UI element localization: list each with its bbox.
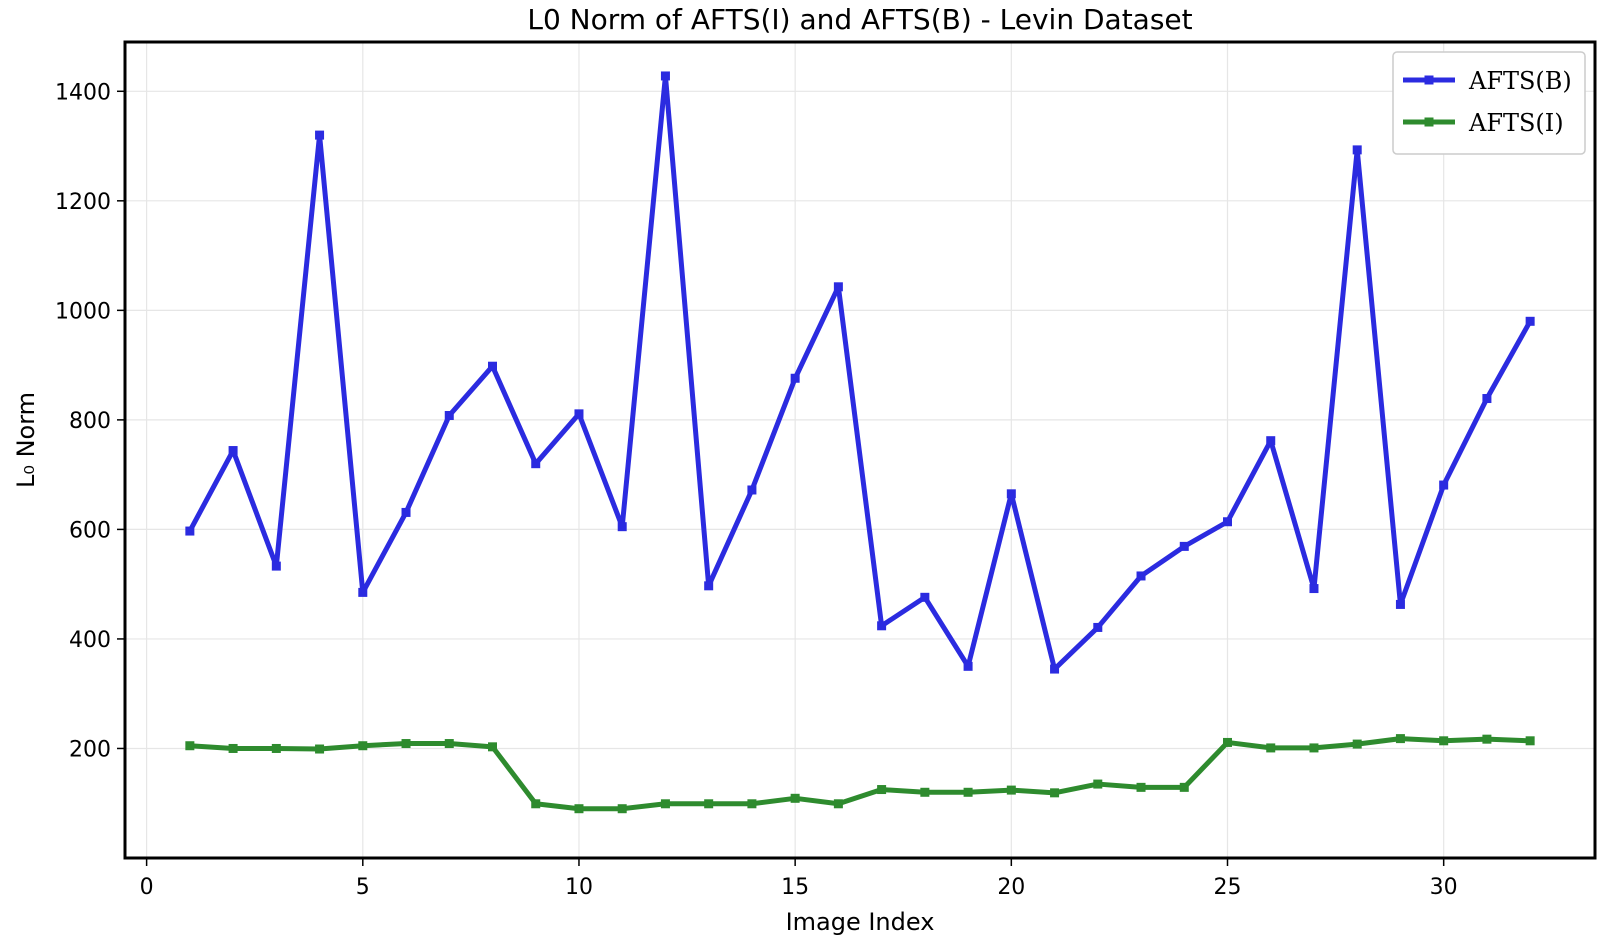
data-point-afts-i	[1050, 788, 1060, 798]
data-point-afts-i	[920, 787, 930, 797]
data-point-afts-b	[1482, 394, 1492, 404]
y-tick-label: 1200	[55, 190, 111, 215]
data-point-afts-b	[185, 526, 195, 536]
data-point-afts-i	[358, 741, 368, 751]
data-point-afts-i	[401, 739, 411, 749]
y-axis-ticks: 200 400 600 800 1000 1200 1400	[55, 80, 125, 762]
data-point-afts-i	[1395, 734, 1405, 744]
data-point-afts-i	[1482, 734, 1492, 744]
series-lines	[185, 71, 1535, 814]
series-line-afts-i	[189, 736, 1531, 812]
series-line-afts-b	[187, 73, 1533, 672]
data-point-afts-b	[833, 282, 843, 292]
data-point-afts-b	[1136, 571, 1146, 581]
x-axis-label: Image Index	[786, 908, 935, 936]
x-tick-label: 10	[565, 875, 593, 900]
x-tick-label: 15	[781, 875, 809, 900]
x-axis-ticks: 0 5 10 15 20 25 30	[140, 858, 1458, 900]
data-point-afts-b	[401, 507, 411, 517]
chart-title: L0 Norm of AFTS(I) and AFTS(B) - Levin D…	[527, 3, 1192, 36]
data-point-afts-b	[1439, 480, 1449, 490]
data-point-afts-b	[704, 581, 714, 591]
legend-label-afts-b: AFTS(B)	[1468, 67, 1572, 95]
x-tick-label: 5	[356, 875, 370, 900]
y-tick-label: 1000	[55, 299, 111, 324]
data-point-afts-b	[1395, 599, 1405, 609]
legend-marker-afts-i	[1424, 117, 1434, 127]
data-point-afts-i	[1179, 782, 1189, 792]
data-point-afts-i	[1266, 743, 1276, 753]
data-point-afts-i	[531, 799, 541, 809]
data-point-afts-b	[790, 373, 800, 383]
data-point-afts-b	[531, 459, 541, 469]
x-tick-label: 30	[1430, 875, 1458, 900]
data-point-afts-i	[574, 804, 584, 814]
data-point-afts-b	[1352, 145, 1362, 155]
data-point-afts-i	[833, 799, 843, 809]
data-point-afts-b	[877, 621, 887, 631]
legend-label-afts-i: AFTS(I)	[1468, 109, 1564, 137]
legend: AFTS(B) AFTS(I)	[1392, 51, 1586, 155]
data-point-afts-i	[1093, 779, 1103, 789]
plot-area-frame	[123, 40, 1597, 860]
data-point-afts-b	[228, 446, 238, 456]
data-point-afts-i	[790, 793, 800, 803]
data-point-afts-i	[228, 743, 238, 753]
data-point-afts-b	[963, 661, 973, 671]
data-point-afts-b	[1050, 664, 1060, 674]
data-point-afts-i	[1136, 782, 1146, 792]
data-point-afts-b	[1093, 622, 1103, 632]
data-point-afts-b	[315, 130, 325, 140]
data-point-afts-b	[574, 409, 584, 419]
data-point-afts-i	[1223, 737, 1232, 747]
data-point-afts-b	[660, 71, 670, 81]
data-point-afts-i	[185, 741, 195, 751]
legend-marker-afts-b	[1424, 75, 1434, 85]
data-point-afts-i	[963, 787, 973, 797]
data-point-afts-b	[1309, 584, 1319, 594]
x-tick-label: 0	[140, 875, 154, 900]
y-tick-label: 800	[69, 409, 111, 434]
data-point-afts-b	[617, 522, 627, 532]
y-tick-label: 200	[69, 737, 111, 762]
y-tick-label: 1400	[55, 80, 111, 105]
data-point-afts-i	[747, 799, 757, 809]
x-tick-label: 25	[1214, 875, 1242, 900]
data-point-afts-i	[1309, 743, 1319, 753]
data-point-afts-i	[444, 739, 454, 749]
data-point-afts-i	[1006, 785, 1016, 795]
y-tick-label: 400	[69, 628, 111, 653]
data-point-afts-i	[315, 744, 325, 754]
data-point-afts-b	[1223, 517, 1232, 527]
data-point-afts-b	[358, 587, 368, 597]
data-point-afts-i	[704, 799, 714, 809]
y-tick-label: 600	[69, 518, 111, 543]
data-point-afts-i	[617, 804, 627, 814]
data-point-afts-i	[660, 799, 670, 809]
x-tick-label: 20	[997, 875, 1025, 900]
data-point-afts-i	[271, 743, 281, 753]
data-point-afts-i	[488, 742, 497, 752]
data-point-afts-b	[1179, 541, 1189, 551]
data-point-afts-i	[1439, 736, 1449, 746]
data-point-afts-i	[1525, 736, 1535, 746]
data-point-afts-b	[1525, 316, 1535, 326]
data-point-afts-b	[271, 561, 281, 571]
data-point-afts-b	[920, 592, 930, 602]
data-point-afts-b	[444, 410, 454, 420]
data-point-afts-b	[488, 361, 497, 371]
data-point-afts-i	[1352, 739, 1362, 749]
data-point-afts-b	[1006, 489, 1016, 499]
data-point-afts-i	[877, 785, 887, 795]
data-point-afts-b	[1266, 436, 1276, 446]
data-point-afts-b	[747, 485, 757, 495]
y-axis-label: L₀ Norm	[12, 392, 40, 488]
